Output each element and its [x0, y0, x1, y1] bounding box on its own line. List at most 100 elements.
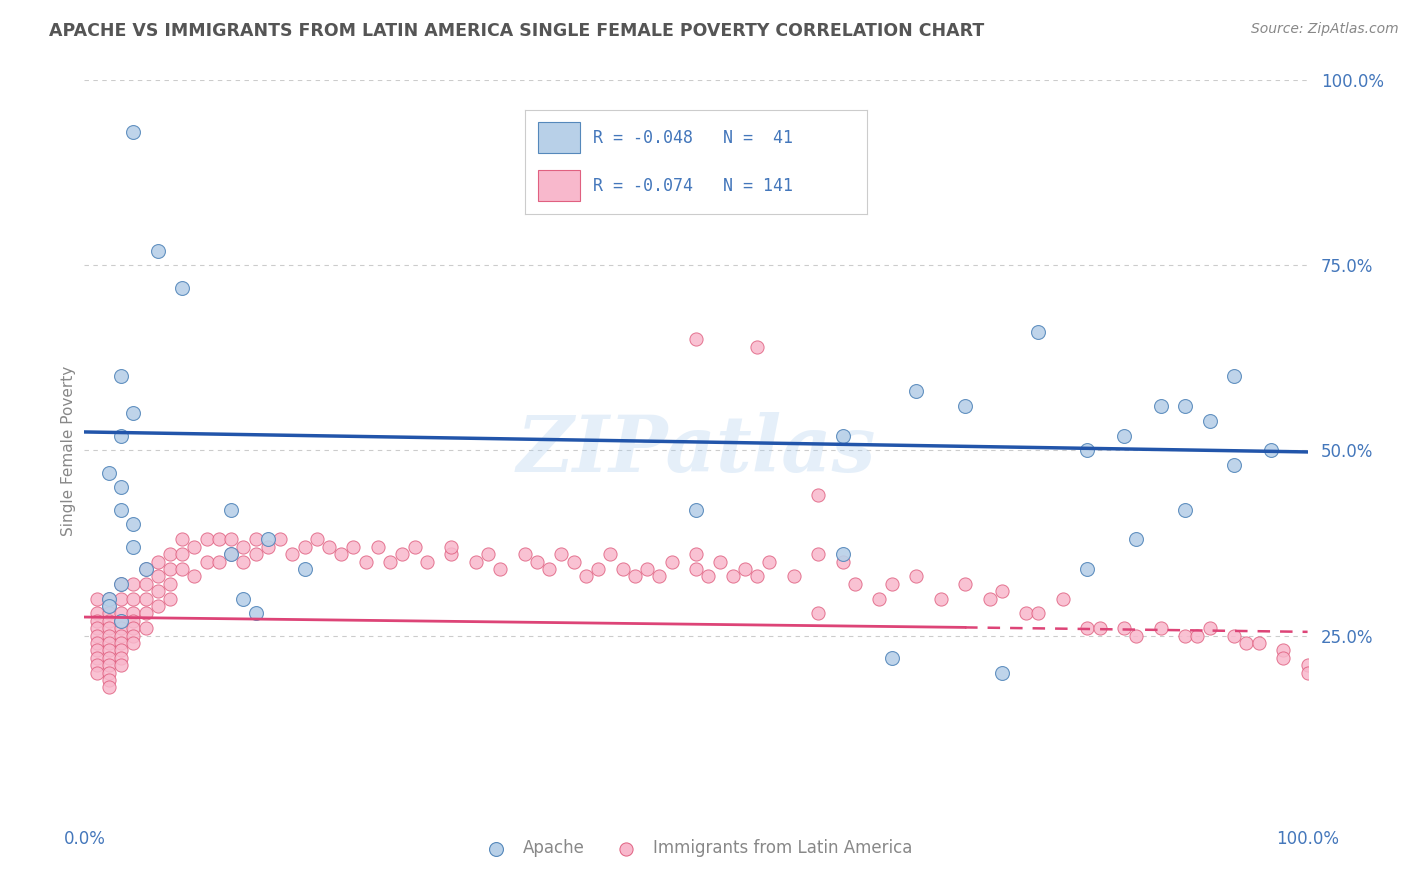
Point [183, 540, 205, 554]
Point [219, 502, 242, 516]
Point [1223, 369, 1246, 384]
Point [979, 591, 1001, 606]
Point [1028, 325, 1050, 339]
Point [526, 555, 548, 569]
Point [195, 533, 218, 547]
Point [783, 569, 806, 583]
Point [219, 533, 242, 547]
Text: Source: ZipAtlas.com: Source: ZipAtlas.com [1251, 22, 1399, 37]
Point [122, 621, 145, 635]
Point [685, 332, 707, 346]
Point [110, 650, 132, 665]
Point [86, 643, 108, 657]
Point [122, 540, 145, 554]
Point [1272, 643, 1295, 657]
Point [747, 340, 769, 354]
Point [318, 540, 340, 554]
Point [97, 681, 120, 695]
Point [440, 540, 463, 554]
Point [1198, 414, 1220, 428]
Point [172, 533, 194, 547]
Point [1015, 607, 1038, 621]
Point [1076, 562, 1098, 576]
Point [159, 547, 181, 561]
Point [1236, 636, 1258, 650]
Point [1150, 399, 1173, 413]
Point [1174, 399, 1197, 413]
Point [513, 547, 536, 561]
Point [1088, 621, 1111, 635]
Point [685, 562, 707, 576]
Point [195, 555, 218, 569]
Point [905, 384, 928, 399]
Point [86, 621, 108, 635]
Point [232, 555, 254, 569]
Point [550, 547, 572, 561]
Point [245, 607, 267, 621]
Point [86, 628, 108, 642]
Point [330, 547, 353, 561]
Point [183, 569, 205, 583]
Point [208, 555, 231, 569]
Point [97, 607, 120, 621]
Point [1198, 621, 1220, 635]
Point [1150, 621, 1173, 635]
Point [831, 547, 853, 561]
Point [135, 562, 157, 576]
Point [1187, 628, 1209, 642]
Point [97, 599, 120, 613]
Point [831, 428, 853, 442]
Point [807, 607, 830, 621]
Point [844, 576, 866, 591]
Point [135, 562, 157, 576]
Point [416, 555, 439, 569]
Point [367, 540, 389, 554]
Point [122, 607, 145, 621]
Point [97, 628, 120, 642]
Point [1125, 533, 1147, 547]
Point [97, 591, 120, 606]
Point [159, 562, 181, 576]
Point [110, 643, 132, 657]
Point [685, 547, 707, 561]
Point [146, 244, 169, 258]
Point [1272, 650, 1295, 665]
Point [146, 569, 169, 583]
Y-axis label: Single Female Poverty: Single Female Poverty [60, 366, 76, 535]
Point [86, 636, 108, 650]
Point [110, 607, 132, 621]
Point [208, 533, 231, 547]
Point [294, 562, 316, 576]
Point [122, 636, 145, 650]
Point [440, 547, 463, 561]
Point [1052, 591, 1074, 606]
Point [281, 547, 304, 561]
Point [1223, 458, 1246, 473]
Point [97, 636, 120, 650]
Point [146, 555, 169, 569]
Point [612, 562, 634, 576]
Point [122, 517, 145, 532]
Point [477, 547, 499, 561]
Point [110, 591, 132, 606]
Point [110, 658, 132, 673]
Point [342, 540, 364, 554]
Point [697, 569, 720, 583]
Point [953, 399, 976, 413]
Point [97, 466, 120, 480]
Point [1028, 607, 1050, 621]
Point [354, 555, 377, 569]
Point [110, 636, 132, 650]
Point [269, 533, 291, 547]
Point [110, 621, 132, 635]
Point [880, 650, 903, 665]
Point [562, 555, 585, 569]
Point [624, 569, 647, 583]
Point [110, 428, 132, 442]
Point [86, 614, 108, 628]
Point [232, 591, 254, 606]
Point [1247, 636, 1270, 650]
Point [747, 569, 769, 583]
Point [97, 643, 120, 657]
Point [146, 599, 169, 613]
